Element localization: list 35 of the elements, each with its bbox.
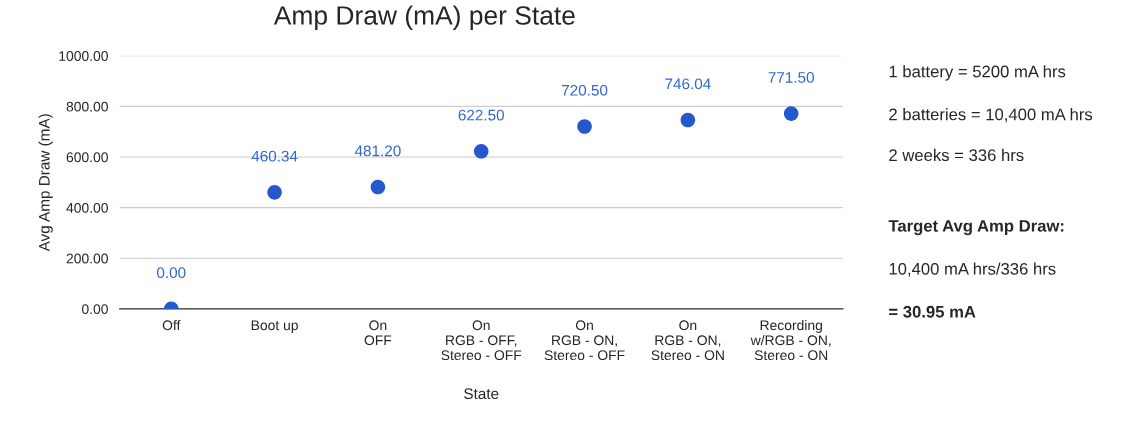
text: Target Avg Amp Draw: [888, 220, 1064, 236]
point [577, 119, 592, 134]
point [680, 112, 696, 128]
y-tick-label: 600.00 [66, 152, 108, 163]
text: 1 battery = 5200 mA hrs [889, 65, 1066, 81]
point [370, 179, 386, 195]
x-tick-label: Off [162, 320, 181, 331]
y-tick-label: 200.00 [66, 253, 108, 264]
data-label: 460.34 [251, 150, 298, 162]
point [783, 106, 799, 121]
x-tick-label: On RGB - ON, Stereo - ON [651, 320, 724, 361]
x-tick-label: Recording w/RGB - ON, Stereo - ON [750, 319, 831, 361]
text: 2 batteries = 10,400 mA hrs [889, 108, 1093, 123]
data-label: 771.50 [768, 71, 814, 83]
data-label: 0.00 [156, 267, 186, 279]
point [267, 185, 282, 200]
text: 2 weeks = 336 hrs [889, 148, 1024, 162]
y-tick-label: 0.00 [82, 304, 108, 315]
text: = 30.95 mA [889, 305, 976, 318]
x-tick-label: On RGB - OFF, Stereo - OFF [441, 320, 522, 361]
x-axis-title: State [464, 388, 499, 400]
x-tick-label: On RGB - ON, Stereo - OFF [544, 320, 625, 361]
data-label: 622.50 [458, 109, 504, 121]
chart-title: Amp Draw (mA) per State [273, 5, 575, 31]
point [473, 144, 489, 159]
data-label: 746.04 [665, 78, 711, 90]
y-tick-label: 800.00 [66, 101, 108, 112]
data-label: 481.20 [354, 145, 401, 157]
text: 10,400 mA hrs/336 hrs [889, 262, 1056, 277]
x-tick-label: On OFF [364, 320, 392, 346]
y-axis-title: Avg Amp Draw (mA) [38, 114, 53, 252]
y-tick-label: 1000.00 [59, 51, 108, 61]
y-tick-label: 400.00 [66, 202, 108, 213]
x-tick-label: Boot up [251, 320, 298, 333]
data-label: 720.50 [561, 84, 608, 96]
